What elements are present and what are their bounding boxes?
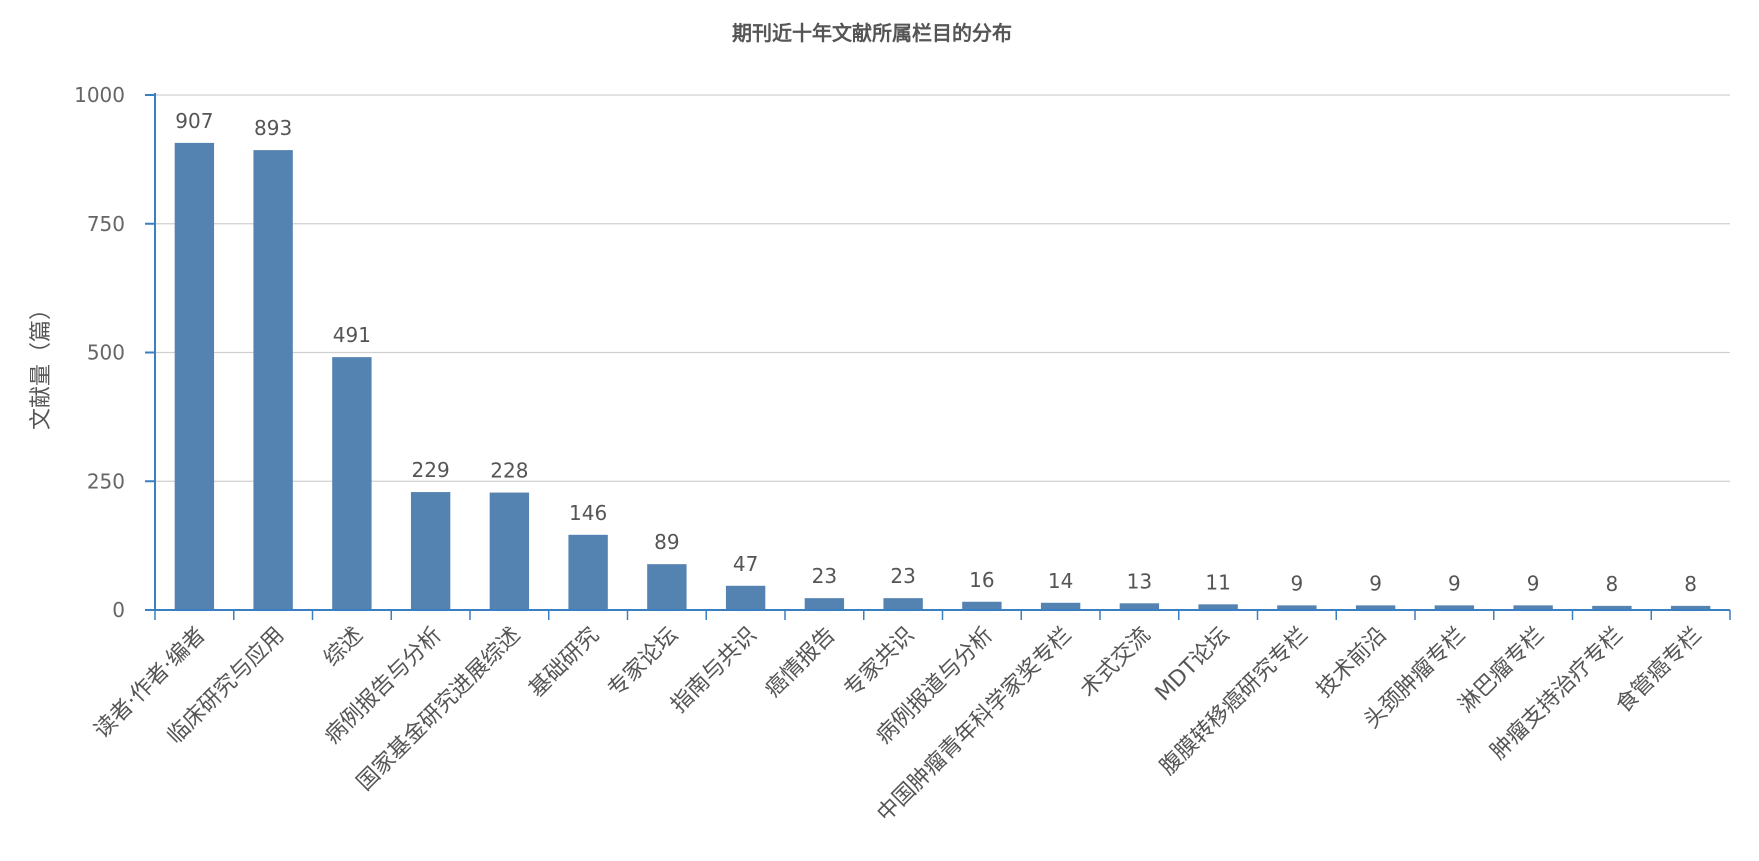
y-axis-title: 文献量（篇） bbox=[29, 298, 54, 430]
x-tick-label: 基础研究 bbox=[524, 623, 604, 703]
data-label: 229 bbox=[412, 458, 450, 482]
bar bbox=[1040, 602, 1081, 610]
bar bbox=[253, 150, 293, 611]
labels: 02505007501000907读者·作者·编者893临床研究与应用491综述… bbox=[74, 83, 1707, 827]
chart-title: 期刊近十年文献所属栏目的分布 bbox=[732, 21, 1012, 45]
bar bbox=[647, 564, 687, 610]
x-tick-label: 腹膜转移癌研究专栏 bbox=[1155, 623, 1313, 781]
bar bbox=[804, 598, 845, 610]
y-tick-label: 1000 bbox=[74, 83, 125, 107]
data-label: 89 bbox=[654, 530, 679, 554]
bar bbox=[883, 598, 923, 610]
y-tick-label: 250 bbox=[87, 469, 125, 493]
data-label: 23 bbox=[812, 564, 837, 588]
bar bbox=[1277, 605, 1317, 610]
data-label: 9 bbox=[1527, 571, 1540, 595]
x-tick-label: 指南与共识 bbox=[666, 623, 761, 718]
data-label: 9 bbox=[1291, 571, 1304, 595]
data-label: 9 bbox=[1369, 571, 1382, 595]
gridlines bbox=[155, 94, 1730, 482]
data-label: 11 bbox=[1205, 570, 1230, 594]
bars bbox=[174, 142, 1711, 611]
x-tick-label: 食管癌专栏 bbox=[1611, 623, 1706, 718]
data-label: 16 bbox=[969, 568, 994, 592]
data-label: 8 bbox=[1606, 572, 1619, 596]
y-tick-label: 500 bbox=[87, 341, 125, 365]
x-tick-label: 肿瘤支持治疗专栏 bbox=[1486, 623, 1628, 765]
data-label: 13 bbox=[1127, 569, 1152, 593]
x-tick-label: 国家基金研究进展综述 bbox=[352, 623, 525, 796]
bar bbox=[174, 142, 215, 610]
bar bbox=[1592, 605, 1632, 610]
x-tick-label: 专家共识 bbox=[839, 623, 919, 703]
bar bbox=[410, 492, 451, 610]
data-label: 893 bbox=[254, 116, 292, 140]
bar bbox=[568, 534, 608, 610]
data-label: 23 bbox=[890, 564, 915, 588]
bar bbox=[1513, 605, 1553, 610]
x-tick-label: MDT论坛 bbox=[1151, 623, 1235, 707]
x-tick-label: 技术前沿 bbox=[1312, 623, 1392, 703]
bar bbox=[962, 601, 1002, 610]
bar bbox=[1670, 605, 1711, 610]
bar bbox=[489, 492, 530, 610]
x-tick-label: 专家论坛 bbox=[603, 623, 683, 703]
data-label: 14 bbox=[1048, 569, 1073, 593]
bar bbox=[1119, 603, 1160, 610]
data-label: 47 bbox=[733, 552, 758, 576]
axes bbox=[145, 93, 1731, 620]
bar bbox=[1198, 604, 1238, 610]
data-label: 8 bbox=[1684, 572, 1697, 596]
y-tick-label: 750 bbox=[87, 212, 125, 236]
y-tick-label: 0 bbox=[112, 598, 125, 622]
bar bbox=[1434, 605, 1475, 610]
data-label: 907 bbox=[175, 109, 213, 133]
x-tick-label: 综述 bbox=[319, 623, 368, 672]
bar bbox=[1355, 605, 1396, 610]
bar bbox=[332, 357, 372, 610]
data-label: 146 bbox=[569, 501, 607, 525]
data-label: 491 bbox=[333, 323, 371, 347]
data-label: 228 bbox=[490, 459, 528, 483]
bar bbox=[725, 585, 766, 610]
x-tick-label: 术式交流 bbox=[1076, 623, 1156, 703]
data-label: 9 bbox=[1448, 571, 1461, 595]
x-tick-label: 癌情报告 bbox=[761, 623, 841, 703]
